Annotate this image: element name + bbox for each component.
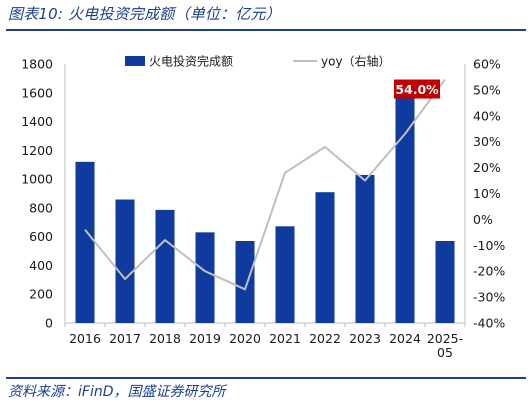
bars-layer bbox=[75, 94, 455, 323]
annotation-label: 54.0% bbox=[395, 82, 439, 97]
bar-2025-05 bbox=[435, 240, 455, 323]
bar-2023 bbox=[355, 174, 375, 323]
x-tick-label: 2023 bbox=[349, 331, 381, 346]
legend-bar-label: 火电投资完成额 bbox=[149, 54, 233, 69]
bar-2020 bbox=[235, 240, 255, 323]
bar-2021 bbox=[275, 226, 295, 323]
bar-2016 bbox=[75, 161, 95, 323]
y-right-tick-label: 60% bbox=[473, 57, 501, 72]
title-divider bbox=[6, 29, 526, 31]
legend: 火电投资完成额 yoy（右轴） bbox=[125, 54, 391, 69]
y-right-tick-label: 10% bbox=[473, 186, 501, 201]
x-tick-label: 05 bbox=[437, 345, 453, 360]
y-right-tick-label: -10% bbox=[473, 238, 505, 253]
bar-2017 bbox=[115, 199, 135, 323]
y-left-tick-label: 800 bbox=[29, 200, 53, 215]
y-right-tick-label: -30% bbox=[473, 290, 505, 305]
y-left-tick-label: 1000 bbox=[21, 172, 53, 187]
y-right-tick-label: 40% bbox=[473, 108, 501, 123]
legend-bar-swatch bbox=[125, 56, 145, 66]
y-right-tick-label: 30% bbox=[473, 134, 501, 149]
y-left-tick-label: 600 bbox=[29, 229, 53, 244]
x-tick-label: 2016 bbox=[69, 331, 101, 346]
legend-line-label: yoy（右轴） bbox=[321, 54, 391, 69]
bar-2022 bbox=[315, 192, 335, 323]
figure-title: 图表10: 火电投资完成额（单位：亿元） bbox=[8, 5, 281, 23]
x-tick-label: 2021 bbox=[269, 331, 301, 346]
x-tick-label: 2022 bbox=[309, 331, 341, 346]
y-left-tick-label: 1600 bbox=[21, 85, 53, 100]
y-left-tick-label: 1800 bbox=[21, 57, 53, 72]
bar-2024 bbox=[395, 94, 415, 323]
yoy-line bbox=[84, 78, 446, 291]
annotation-box bbox=[394, 79, 440, 99]
line-layer bbox=[84, 78, 446, 291]
y-left-tick-label: 0 bbox=[45, 316, 53, 331]
y-left-tick-label: 200 bbox=[29, 287, 53, 302]
x-tick-label: 2025- bbox=[427, 331, 463, 346]
y-right-tick-label: 0% bbox=[473, 212, 493, 227]
x-tick-label: 2019 bbox=[189, 331, 221, 346]
x-tick-label: 2020 bbox=[229, 331, 261, 346]
figure-source: 资料来源：iFinD，国盛证券研究所 bbox=[8, 384, 226, 400]
bar-2019 bbox=[195, 232, 215, 323]
source-divider bbox=[6, 377, 526, 379]
x-tick-label: 2017 bbox=[109, 331, 141, 346]
y-left-tick-label: 1400 bbox=[21, 114, 53, 129]
y-left-tick-label: 400 bbox=[29, 258, 53, 273]
y-right-tick-label: 20% bbox=[473, 160, 501, 175]
x-tick-label: 2018 bbox=[149, 331, 181, 346]
y-right-tick-label: -40% bbox=[473, 316, 505, 331]
axes-layer: 0 200 400 600 800 1000 1200 1400 1600 1800 -40% -30… bbox=[21, 57, 505, 361]
y-left-tick-label: 1200 bbox=[21, 143, 53, 158]
labels-layer: 54.0% bbox=[394, 79, 440, 99]
y-right-tick-label: -20% bbox=[473, 264, 505, 279]
y-right-tick-label: 50% bbox=[473, 82, 501, 97]
x-tick-label: 2024 bbox=[389, 331, 421, 346]
bar-2018 bbox=[155, 209, 175, 323]
